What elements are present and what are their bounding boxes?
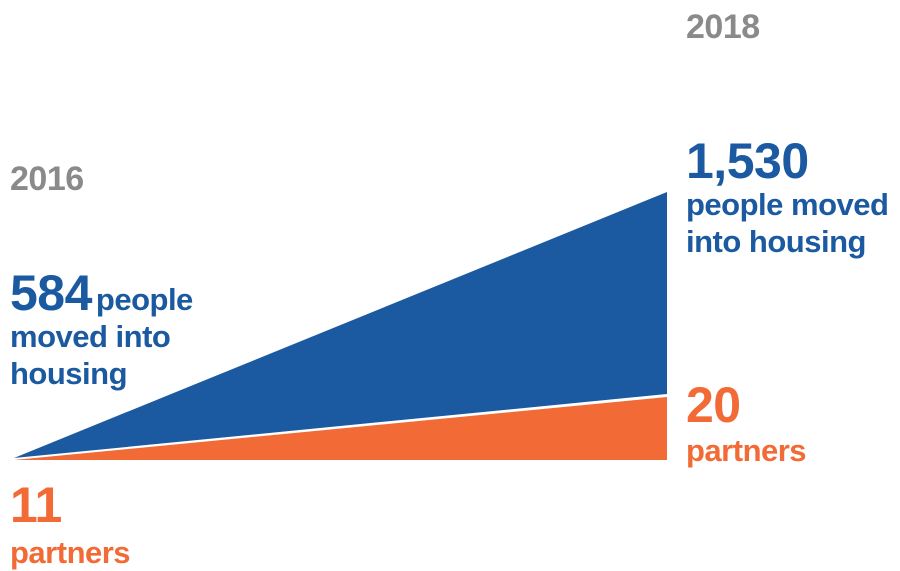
chart-wedges [14, 192, 667, 460]
start-partners-value: 11 [10, 477, 62, 533]
start-people-text-2: moved into [10, 319, 171, 354]
start-people-value: 584 [10, 265, 92, 321]
people-wedge [14, 192, 667, 458]
end-people-text-2: into housing [686, 224, 866, 259]
year-start-label: 2016 [10, 160, 84, 198]
partners-wedge [14, 397, 667, 460]
end-partners-label: 20 partners [686, 377, 807, 469]
start-people-text-1: people [95, 282, 193, 317]
year-end-label: 2018 [686, 8, 760, 46]
end-partners-value: 20 [686, 377, 741, 433]
start-partners-text: partners [10, 535, 131, 570]
end-people-text-1: people moved [686, 187, 889, 222]
end-people-label: 1,530 people moved into housing [686, 133, 889, 260]
end-people-value: 1,530 [686, 133, 809, 189]
start-partners-label: 11 partners [10, 477, 131, 571]
end-partners-text: partners [686, 433, 807, 468]
start-people-label: 584 people moved into housing [10, 268, 193, 392]
start-people-text-3: housing [10, 356, 128, 391]
